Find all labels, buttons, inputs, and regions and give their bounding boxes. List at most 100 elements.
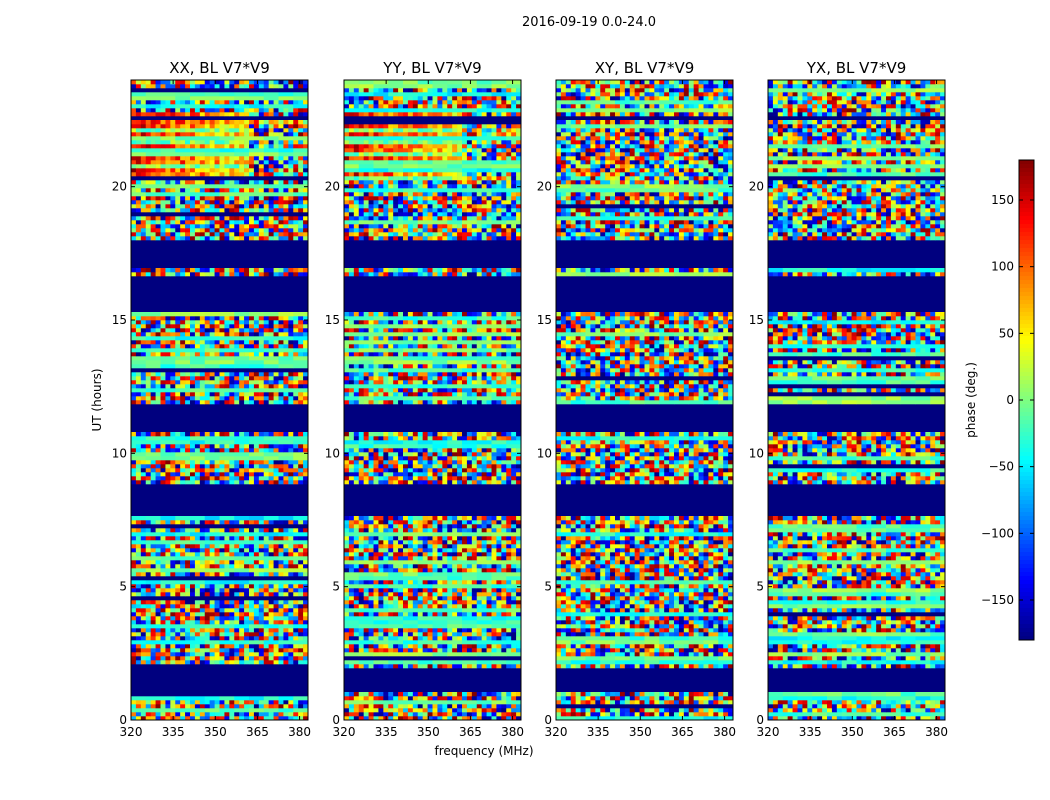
- colorbar-segment: [1019, 524, 1034, 529]
- colorbar-tick-label: −100: [981, 526, 1014, 540]
- colorbar-segment: [1019, 188, 1034, 193]
- colorbar-segment: [1019, 584, 1034, 589]
- colorbar-segment: [1019, 272, 1034, 277]
- colorbar-segment: [1019, 316, 1034, 321]
- y-tick-label: 15: [749, 313, 764, 327]
- colorbar-segment: [1019, 444, 1034, 449]
- colorbar-segment: [1019, 600, 1034, 605]
- colorbar-segment: [1019, 544, 1034, 549]
- colorbar-segment: [1019, 204, 1034, 209]
- colorbar-segment: [1019, 460, 1034, 465]
- colorbar-segment: [1019, 280, 1034, 285]
- colorbar-segment: [1019, 480, 1034, 485]
- colorbar-segment: [1019, 268, 1034, 273]
- x-tick-label: 335: [799, 725, 822, 739]
- x-tick-label: 320: [757, 725, 780, 739]
- x-tick-label: 380: [713, 725, 736, 739]
- colorbar-segment: [1019, 636, 1034, 641]
- colorbar-label: phase (deg.): [964, 362, 978, 438]
- colorbar-segment: [1019, 212, 1034, 217]
- x-tick-label: 365: [671, 725, 694, 739]
- colorbar-segment: [1019, 428, 1034, 433]
- colorbar-segment: [1019, 576, 1034, 581]
- colorbar-segment: [1019, 408, 1034, 413]
- colorbar-segment: [1019, 172, 1034, 177]
- x-tick-label: 380: [288, 725, 311, 739]
- y-tick-label: 20: [112, 180, 127, 194]
- y-tick-label: 10: [537, 446, 552, 460]
- colorbar-segment: [1019, 616, 1034, 621]
- colorbar-segment: [1019, 304, 1034, 309]
- colorbar-segment: [1019, 488, 1034, 493]
- colorbar-segment: [1019, 296, 1034, 301]
- colorbar-segment: [1019, 532, 1034, 537]
- colorbar-segment: [1019, 220, 1034, 225]
- colorbar-segment: [1019, 632, 1034, 637]
- x-tick-label: 335: [587, 725, 610, 739]
- colorbar-segment: [1019, 180, 1034, 185]
- colorbar-segment: [1019, 260, 1034, 265]
- x-tick-label: 335: [375, 725, 398, 739]
- colorbar-tick-label: 100: [991, 260, 1014, 274]
- x-tick-label: 320: [333, 725, 356, 739]
- colorbar-segment: [1019, 456, 1034, 461]
- panel-title: YX, BL V7*V9: [806, 59, 907, 77]
- colorbar-segment: [1019, 160, 1034, 165]
- colorbar-segment: [1019, 516, 1034, 521]
- colorbar-segment: [1019, 452, 1034, 457]
- x-tick-label: 365: [246, 725, 269, 739]
- colorbar-segment: [1019, 176, 1034, 181]
- y-tick-label: 0: [119, 713, 127, 727]
- colorbar-tick-label: 0: [1006, 393, 1014, 407]
- colorbar-segment: [1019, 292, 1034, 297]
- colorbar-segment: [1019, 368, 1034, 373]
- heatmap-cells: [556, 80, 734, 721]
- colorbar-segment: [1019, 496, 1034, 501]
- y-tick-label: 10: [112, 446, 127, 460]
- colorbar-segment: [1019, 344, 1034, 349]
- colorbar-segment: [1019, 372, 1034, 377]
- y-tick-label: 20: [749, 180, 764, 194]
- colorbar-segment: [1019, 396, 1034, 401]
- colorbar-tick-label: −50: [989, 460, 1014, 474]
- x-axis-label: frequency (MHz): [434, 744, 533, 758]
- colorbar-segment: [1019, 620, 1034, 625]
- y-axis-label: UT (hours): [90, 368, 104, 431]
- colorbar-segment: [1019, 540, 1034, 545]
- colorbar-segment: [1019, 548, 1034, 553]
- colorbar-segment: [1019, 328, 1034, 333]
- y-tick-label: 20: [537, 180, 552, 194]
- colorbar-segment: [1019, 624, 1034, 629]
- y-tick-label: 5: [332, 580, 340, 594]
- colorbar-tick-label: −150: [981, 593, 1014, 607]
- x-tick-label: 350: [841, 725, 864, 739]
- colorbar-segment: [1019, 216, 1034, 221]
- colorbar-segment: [1019, 500, 1034, 505]
- colorbar-segment: [1019, 364, 1034, 369]
- x-tick-label: 350: [417, 725, 440, 739]
- colorbar-segment: [1019, 564, 1034, 569]
- colorbar-segment: [1019, 352, 1034, 357]
- colorbar-segment: [1019, 464, 1034, 469]
- colorbar-segment: [1019, 508, 1034, 513]
- colorbar-segment: [1019, 520, 1034, 525]
- panel-3: XY, BL V7*V9 0 5 10 15 20 320 335 350 365 380: [537, 59, 736, 739]
- colorbar-segment: [1019, 528, 1034, 533]
- colorbar-segment: [1019, 360, 1034, 365]
- colorbar-segment: [1019, 244, 1034, 249]
- colorbar-segment: [1019, 472, 1034, 477]
- panel-frame: [130, 79, 309, 721]
- panel-1: XX, BL V7*V9 0 5 10 15 20 320 335 350 365 380: [112, 59, 311, 739]
- colorbar-segment: [1019, 320, 1034, 325]
- colorbar: 150 100 50 0 −50 −100 −150: [981, 159, 1035, 641]
- colorbar-segment: [1019, 312, 1034, 317]
- colorbar-segment: [1019, 552, 1034, 557]
- x-tick-label: 350: [629, 725, 652, 739]
- colorbar-segment: [1019, 568, 1034, 573]
- colorbar-segment: [1019, 412, 1034, 417]
- y-tick-label: 5: [544, 580, 552, 594]
- x-tick-label: 380: [501, 725, 524, 739]
- panel-frame: [343, 79, 522, 721]
- colorbar-segment: [1019, 196, 1034, 201]
- colorbar-segment: [1019, 556, 1034, 561]
